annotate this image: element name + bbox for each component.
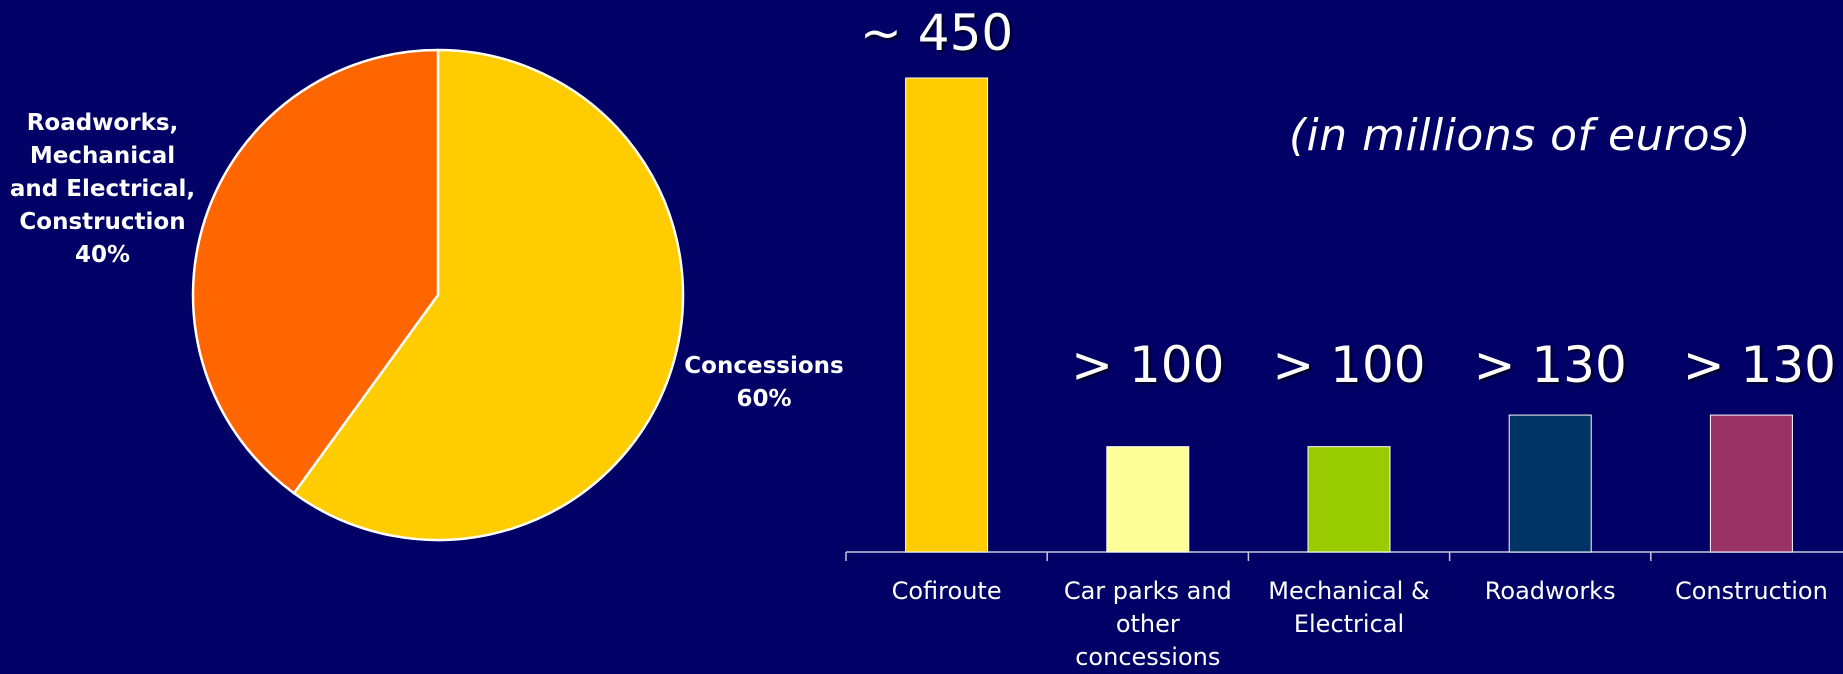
bar-4	[1710, 415, 1792, 552]
bar-1	[1107, 447, 1189, 552]
category-label: Car parks and other concessions	[1048, 575, 1248, 674]
bar-value-label: > 130	[1440, 336, 1660, 394]
pie-chart	[193, 50, 683, 540]
bar-value-label: > 130	[1649, 336, 1843, 394]
pie-label-other-segments: Roadworks, Mechanical and Electrical, Const…	[0, 107, 205, 272]
category-label-line: Roadworks	[1450, 575, 1650, 608]
pie-label-line: 60%	[674, 383, 854, 416]
bar-value-label: > 100	[1239, 336, 1459, 394]
category-label-line: concessions	[1048, 641, 1248, 674]
pie-label-line: Construction	[0, 206, 205, 239]
category-label-line: Electrical	[1249, 608, 1449, 641]
category-label-line: other	[1048, 608, 1248, 641]
bar-3	[1509, 415, 1591, 552]
category-label: Construction	[1651, 575, 1843, 608]
pie-label-concessions: Concessions 60%	[674, 350, 854, 416]
bar-value-label: > 100	[1038, 336, 1258, 394]
category-label: Cofiroute	[847, 575, 1047, 608]
category-label: Roadworks	[1450, 575, 1650, 608]
pie-label-line: 40%	[0, 239, 205, 272]
bar-0	[906, 78, 988, 552]
category-label-line: Construction	[1651, 575, 1843, 608]
pie-label-line: Mechanical	[0, 140, 205, 173]
unit-note: (in millions of euros)	[1240, 110, 1800, 161]
bar-2	[1308, 447, 1390, 552]
category-label-line: Car parks and	[1048, 575, 1248, 608]
bar-value-label: ~ 450	[827, 4, 1047, 62]
pie-label-line: Roadworks,	[0, 107, 205, 140]
category-label: Mechanical & Electrical	[1249, 575, 1449, 641]
pie-label-line: and Electrical,	[0, 173, 205, 206]
category-label-line: Mechanical &	[1249, 575, 1449, 608]
pie-label-line: Concessions	[674, 350, 854, 383]
category-label-line: Cofiroute	[847, 575, 1047, 608]
